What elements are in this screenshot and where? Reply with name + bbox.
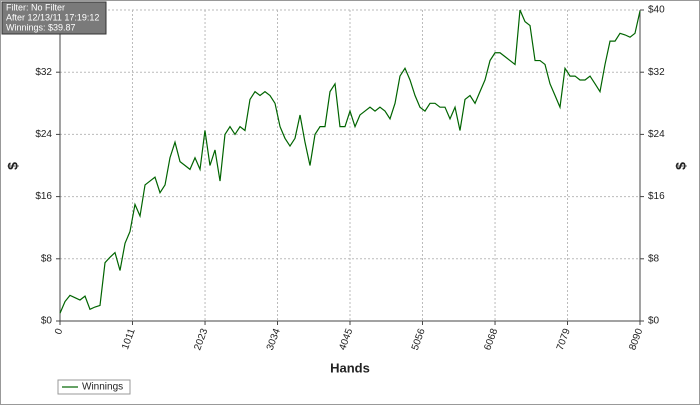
legend-box	[57, 379, 131, 395]
y-tick-label: $0	[41, 316, 53, 327]
annotation: After 12/13/11 17:19:12	[6, 12, 99, 22]
data-line	[59, 9, 641, 314]
annotation: Filter: No Filter	[6, 2, 65, 12]
y2-tick-label: $32	[648, 67, 665, 78]
y-axis-label: $	[5, 162, 21, 170]
y-tick-label: $32	[35, 67, 52, 78]
y-tick-label: $16	[35, 191, 52, 202]
y2-tick-label: $24	[648, 129, 665, 140]
x-axis-label: Hands	[330, 360, 370, 375]
legend-label: Winnings	[82, 382, 123, 393]
y-tick-label: $24	[35, 129, 52, 140]
y2-tick-label: $40	[648, 5, 665, 16]
info-box-bg	[1, 1, 107, 35]
y-tick-label: $8	[41, 253, 53, 264]
y2-tick-label: $16	[648, 191, 665, 202]
x-tick-label: 0	[53, 327, 65, 336]
y2-axis-label: $	[673, 162, 689, 170]
y2-tick-label: $0	[648, 316, 660, 327]
y2-tick-label: $8	[648, 253, 660, 264]
annotation: Winnings: $39.87	[6, 22, 76, 32]
